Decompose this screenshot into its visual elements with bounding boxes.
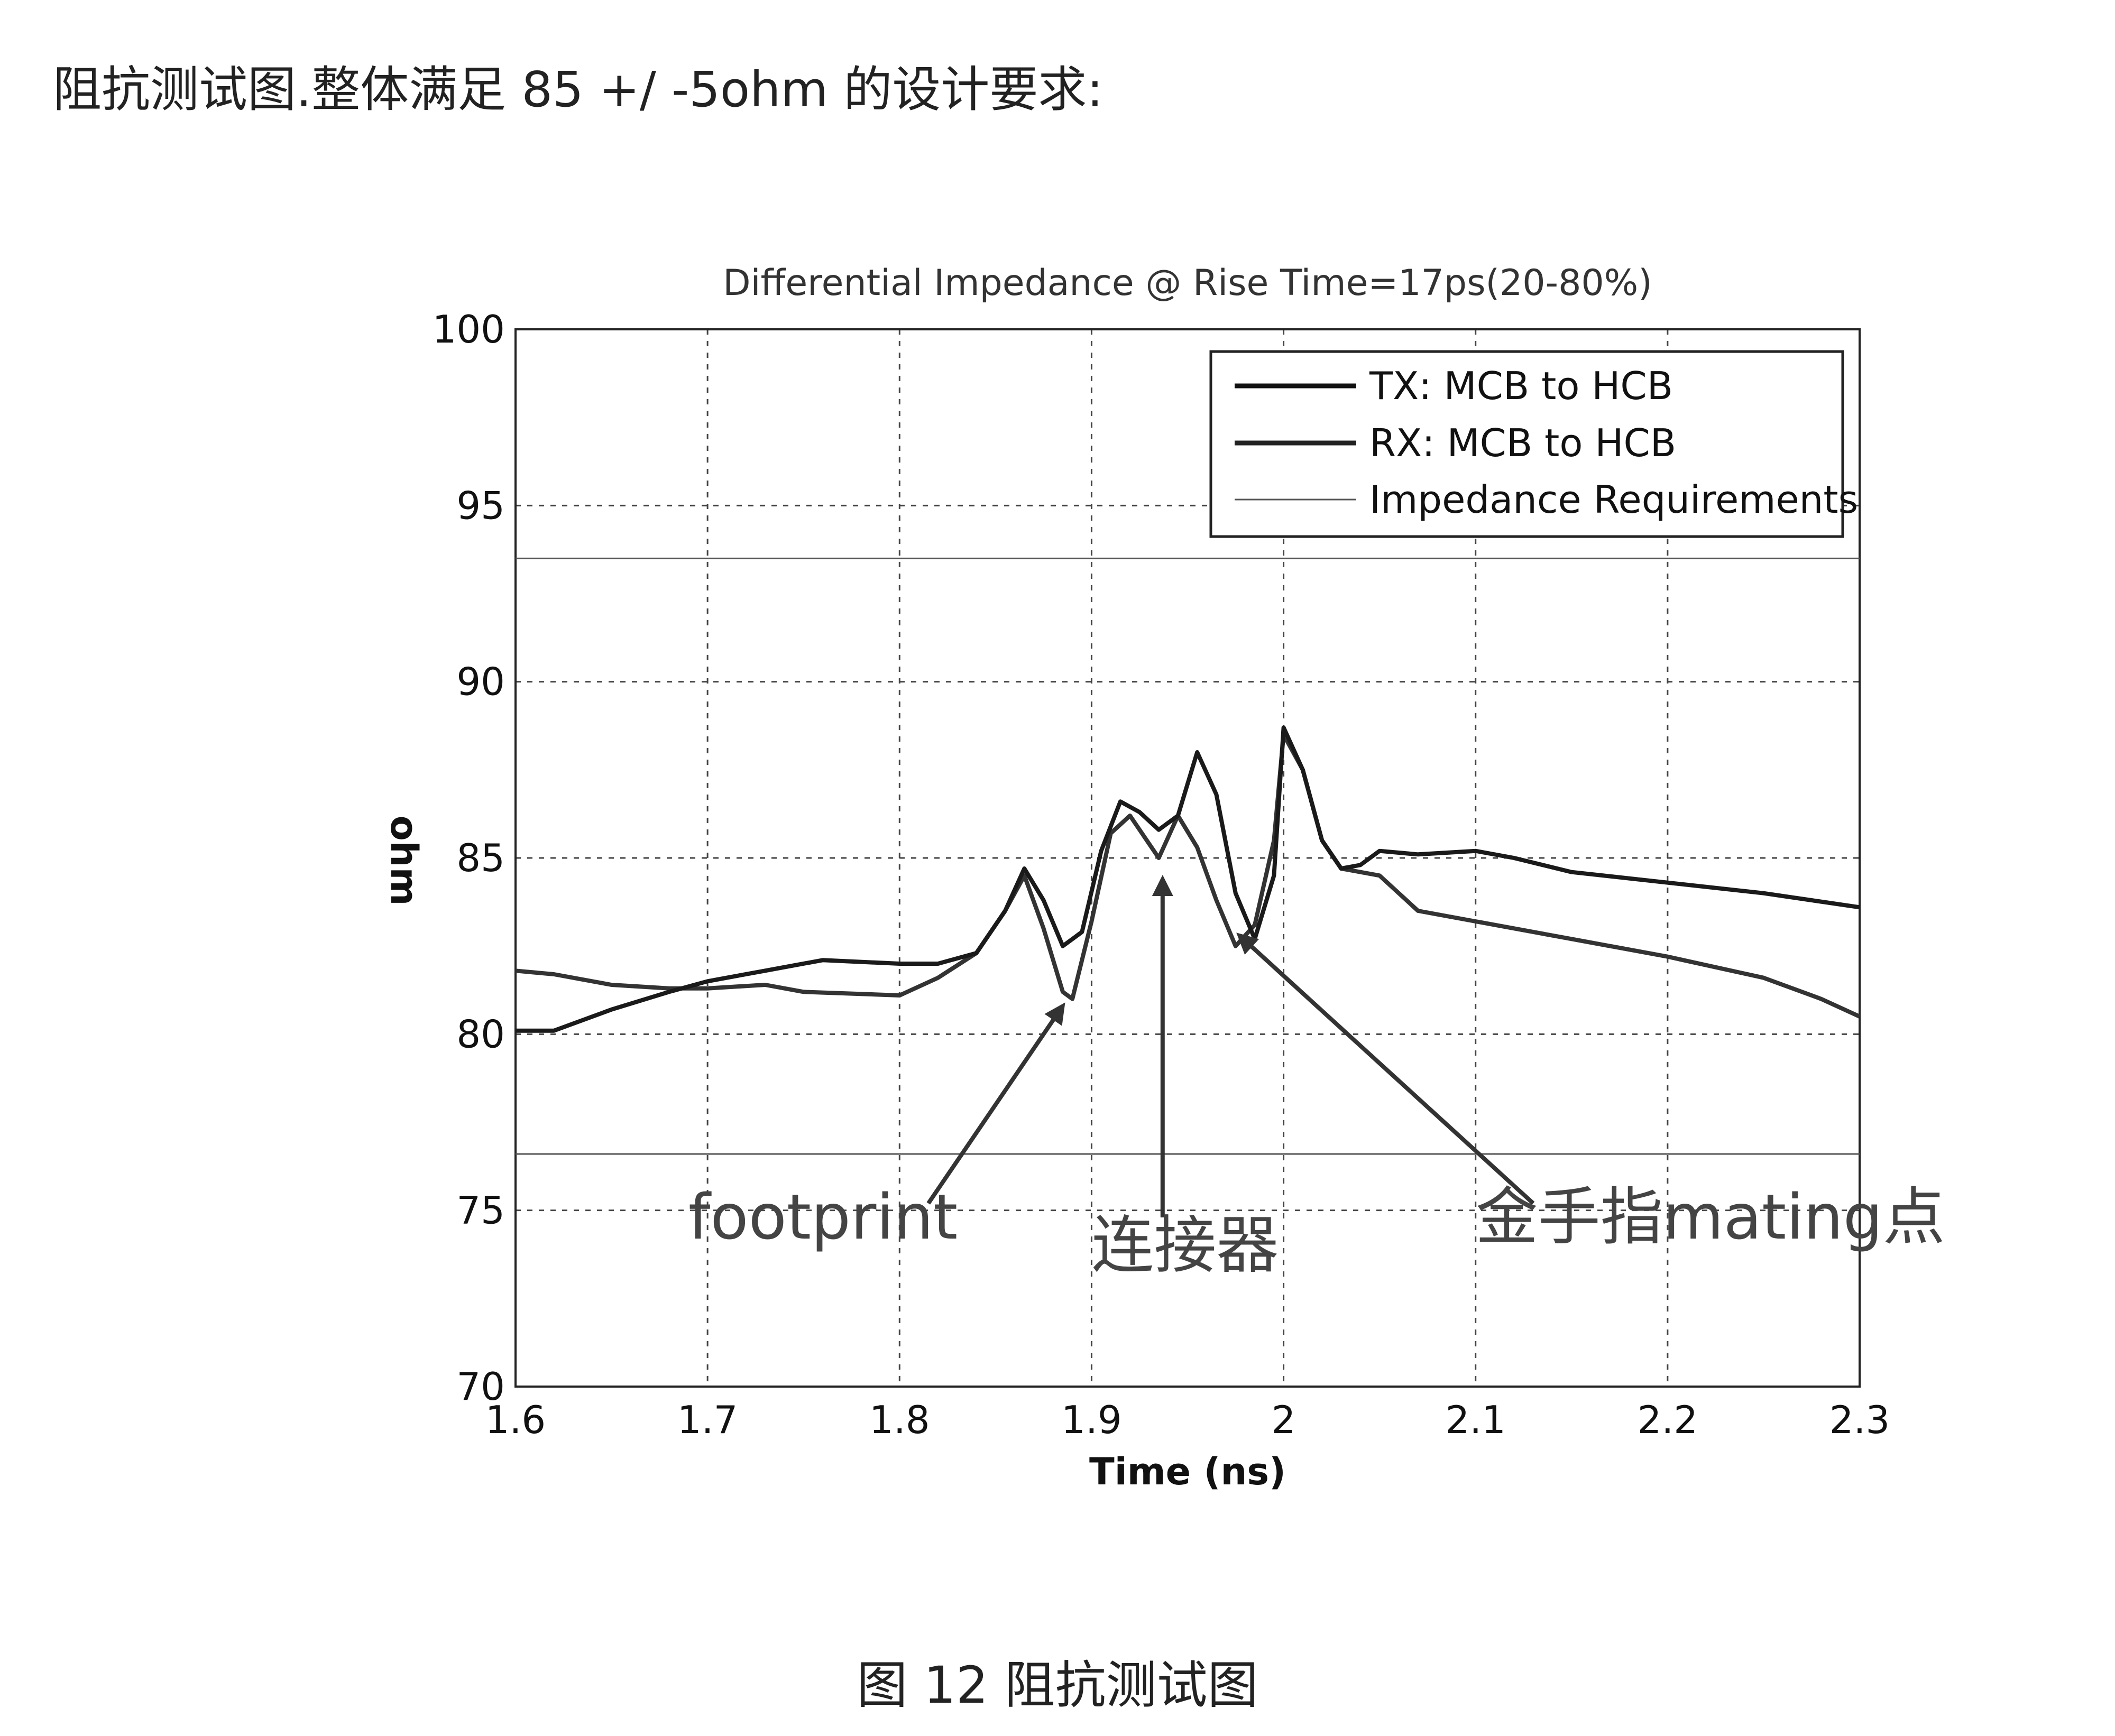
gold-finger-annotation-arrow: [1236, 932, 1535, 1205]
series-lines: [515, 725, 1861, 1033]
requirement-lines: [516, 557, 1860, 1155]
y-tick-label: 80: [456, 1012, 505, 1056]
y-tick-label: 90: [456, 660, 505, 704]
x-tick-label: 1.8: [869, 1398, 930, 1442]
legend-label-tx: TX: MCB to HCB: [1369, 364, 1673, 408]
tx-series-line: [516, 725, 1860, 1033]
plot-frame: [514, 328, 1861, 1388]
x-tick-label: 2: [1272, 1398, 1296, 1442]
x-tick-label: 1.7: [677, 1398, 738, 1442]
x-tick-label: 1.6: [485, 1398, 546, 1442]
y-tick-label: 95: [456, 483, 505, 528]
footprint-annotation-arrow: [926, 1002, 1065, 1205]
annotations: footprint 连接器 金手指mating点: [688, 875, 1945, 1281]
legend: TX: MCB to HCB RX: MCB to HCB Impedance …: [1209, 350, 1858, 538]
x-tick-label: 2.2: [1638, 1398, 1698, 1442]
figure-caption: 图 12 阻抗测试图: [857, 1656, 1258, 1715]
y-axis-label: ohm: [382, 816, 426, 906]
footprint-annotation-label: footprint: [688, 1180, 958, 1253]
tick-labels: 1.6 1.7 1.8 1.9 2 2.1 2.2 2.3 70 75 80 85 90 95 100: [433, 307, 1890, 1442]
rx-series-line: [515, 732, 1861, 1019]
legend-label-requirements: Impedance Requirements: [1369, 477, 1858, 522]
x-tick-label: 1.9: [1061, 1398, 1122, 1442]
y-tick-label: 100: [433, 307, 505, 352]
x-axis-label: Time (ns): [1089, 1450, 1286, 1493]
y-tick-label: 75: [456, 1188, 505, 1233]
gold-finger-annotation-label: 金手指mating点: [1476, 1180, 1945, 1253]
y-tick-label: 85: [456, 836, 505, 880]
x-tick-label: 2.1: [1445, 1398, 1506, 1442]
legend-label-rx: RX: MCB to HCB: [1369, 421, 1676, 465]
page-heading: 阻抗测试图.整体满足 85 +/ -5ohm 的设计要求:: [53, 61, 1104, 118]
chart-title: Differential Impedance @ Rise Time=17ps(…: [723, 262, 1652, 304]
y-tick-label: 70: [456, 1364, 505, 1409]
x-tick-label: 2.3: [1829, 1398, 1890, 1442]
connector-annotation-label: 连接器: [1091, 1208, 1279, 1281]
